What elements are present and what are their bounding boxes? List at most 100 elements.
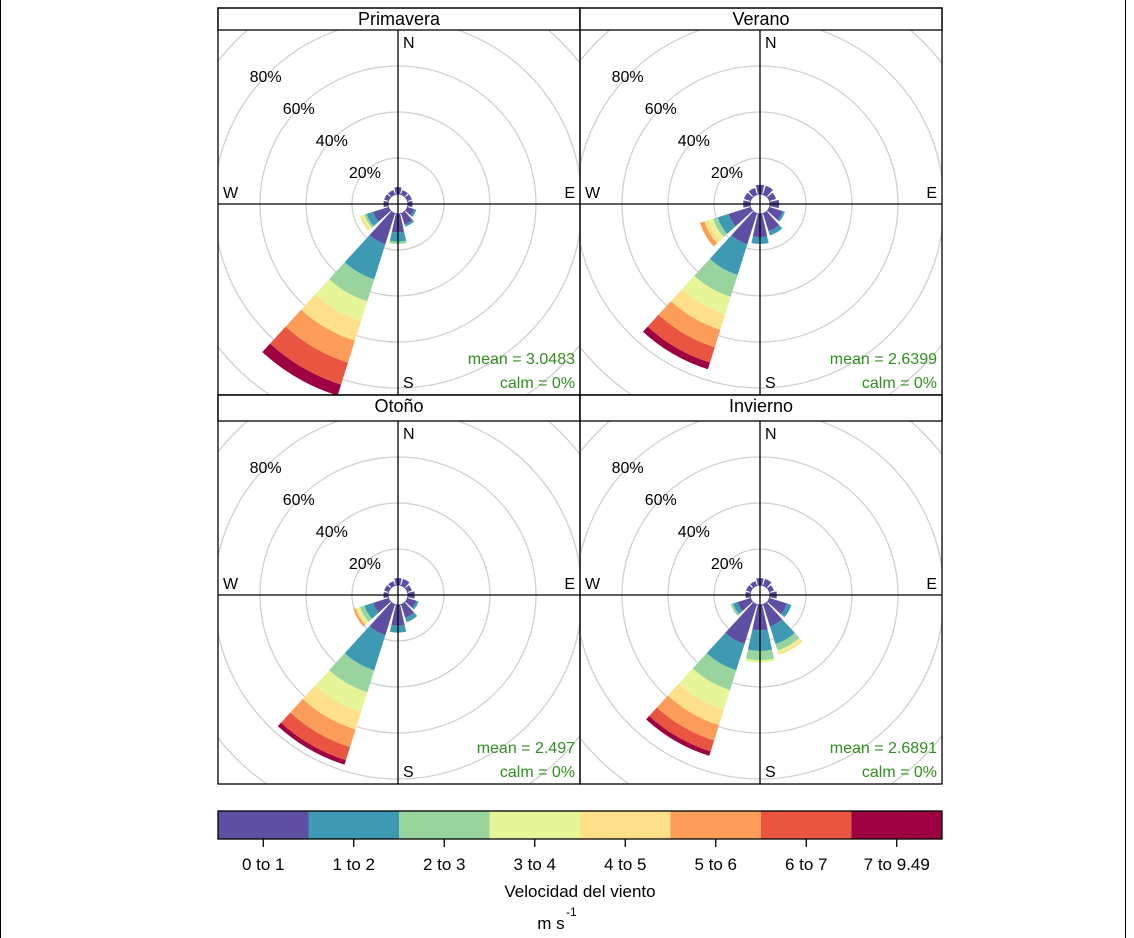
compass-w: W bbox=[585, 185, 601, 202]
panel-strip bbox=[217, 394, 581, 422]
ring-label: 60% bbox=[645, 492, 677, 509]
petal-segment bbox=[763, 602, 783, 627]
petal-segment bbox=[412, 600, 419, 610]
panel-title: Primavera bbox=[358, 9, 441, 29]
petal-segment bbox=[329, 653, 375, 693]
calm-label: calm = 0% bbox=[500, 764, 575, 781]
color-key-label: 5 to 6 bbox=[694, 855, 737, 874]
ring-label: 20% bbox=[711, 165, 743, 182]
color-key-swatch bbox=[489, 811, 581, 839]
petal-segment bbox=[364, 602, 379, 619]
petal-segment bbox=[713, 217, 728, 238]
panel-border bbox=[579, 394, 943, 785]
petal-segment bbox=[405, 598, 417, 608]
petal-segment bbox=[656, 695, 719, 741]
compass-w: W bbox=[223, 576, 239, 593]
color-key-label: 1 to 2 bbox=[332, 855, 375, 874]
compass-n: N bbox=[403, 426, 415, 443]
color-key-label: 2 to 3 bbox=[423, 855, 466, 874]
petal-segment bbox=[775, 632, 800, 651]
ring-label: 80% bbox=[612, 69, 644, 86]
petal-segment bbox=[404, 219, 415, 227]
ring-label: 60% bbox=[645, 101, 677, 118]
petal-segment bbox=[405, 612, 418, 623]
petal-segment bbox=[778, 639, 803, 655]
petal-segment bbox=[355, 607, 367, 626]
color-key-label: 0 to 1 bbox=[242, 855, 285, 874]
petal-segment bbox=[364, 213, 374, 228]
petal-segment bbox=[768, 224, 783, 236]
petal-segment bbox=[763, 211, 780, 232]
ring-label: 40% bbox=[678, 524, 710, 541]
compass-e: E bbox=[564, 576, 575, 593]
petal-segment bbox=[329, 262, 375, 302]
petal-segment bbox=[401, 578, 410, 588]
petal-segment bbox=[401, 211, 413, 225]
color-key-label: 3 to 4 bbox=[513, 855, 556, 874]
panel-title: Invierno bbox=[729, 396, 793, 416]
ring-label: 80% bbox=[250, 460, 282, 477]
petal-segment bbox=[302, 685, 362, 730]
color-key-swatch bbox=[580, 811, 671, 839]
petal-segment bbox=[373, 207, 391, 222]
panel-strip bbox=[579, 394, 943, 422]
petal-segment bbox=[717, 213, 736, 235]
petal-segment bbox=[731, 211, 757, 245]
petal-segment bbox=[780, 603, 792, 618]
mean-label: mean = 3.0483 bbox=[468, 351, 575, 368]
compass-n: N bbox=[765, 426, 777, 443]
compass-s: S bbox=[403, 375, 414, 392]
compass-e: E bbox=[564, 185, 575, 202]
petal-segment bbox=[692, 653, 737, 691]
petal-segment bbox=[344, 235, 386, 280]
compass-w: W bbox=[585, 576, 601, 593]
petal-segment bbox=[262, 343, 342, 395]
petal-segment bbox=[405, 207, 415, 216]
petal-segment bbox=[730, 603, 740, 616]
mean-label: mean = 2.6399 bbox=[830, 351, 937, 368]
color-key-swatch bbox=[399, 811, 490, 839]
petal-segment bbox=[658, 301, 721, 348]
mean-label: mean = 2.497 bbox=[477, 740, 575, 757]
units-base: m s bbox=[537, 914, 564, 933]
petal-segment bbox=[777, 637, 801, 653]
petal-segment bbox=[359, 215, 371, 231]
petal-segment bbox=[706, 632, 745, 671]
petal-segment bbox=[642, 326, 710, 370]
color-key-title: Velocidad del viento bbox=[504, 882, 655, 901]
ring-label: 80% bbox=[250, 69, 282, 86]
petal-segment bbox=[681, 275, 731, 315]
color-key-swatch bbox=[308, 811, 400, 839]
panel-title: Otoño bbox=[374, 396, 423, 416]
petal-segment bbox=[769, 619, 795, 645]
petal-segment bbox=[270, 326, 348, 385]
petal-segment bbox=[647, 314, 715, 363]
color-key-label: 7 to 9.49 bbox=[864, 855, 930, 874]
petal-segment bbox=[670, 289, 726, 330]
calm-label: calm = 0% bbox=[500, 375, 575, 392]
color-key-label: 6 to 7 bbox=[785, 855, 828, 874]
petal-segment bbox=[646, 715, 711, 756]
ring-label: 80% bbox=[612, 460, 644, 477]
color-key-swatch bbox=[761, 811, 852, 839]
mean-label: mean = 2.6891 bbox=[830, 740, 937, 757]
compass-s: S bbox=[765, 764, 776, 781]
petal-segment bbox=[357, 607, 369, 624]
petal-segment bbox=[401, 602, 415, 618]
color-key-swatch bbox=[670, 811, 762, 839]
petal-segment bbox=[725, 602, 757, 645]
panel-plot-area: 20%40%60%80% bbox=[580, 421, 942, 784]
ring-label: 40% bbox=[678, 133, 710, 150]
petal-segment bbox=[359, 605, 372, 622]
compass-s: S bbox=[765, 375, 776, 392]
petal-segment bbox=[280, 712, 351, 761]
ring-label: 40% bbox=[316, 133, 348, 150]
petal-segment bbox=[373, 598, 391, 613]
petal-segment bbox=[743, 192, 753, 201]
petal-segment bbox=[737, 598, 753, 612]
petal-segment bbox=[301, 294, 362, 341]
